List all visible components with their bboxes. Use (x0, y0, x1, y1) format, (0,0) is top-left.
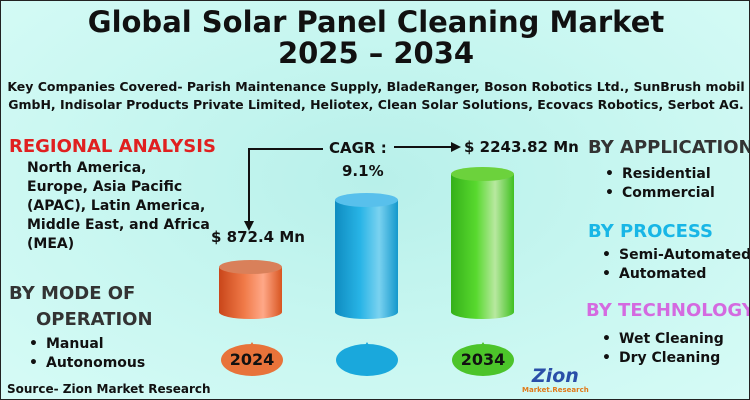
region-line: Middle East, and Africa (27, 217, 210, 233)
regional-list: North America, Europe, Asia Pacific (APA… (27, 159, 210, 254)
source: Source- Zion Market Research (7, 382, 211, 396)
cagr-label: CAGR : (329, 139, 387, 157)
region-line: North America, (27, 160, 147, 176)
mode-heading-1: BY MODE OF (9, 283, 136, 304)
zion-logo: Zion Market.Research (522, 367, 589, 395)
application-item: Commercial (605, 184, 715, 203)
year-bubble-blank (336, 342, 398, 376)
region-line: (MEA) (27, 236, 75, 252)
bar-middle (335, 193, 398, 319)
value-label-2024: $ 872.4 Mn (211, 228, 305, 246)
regional-heading: REGIONAL ANALYSIS (9, 136, 216, 157)
bar-2034 (451, 167, 514, 319)
year-label: 2024 (229, 350, 275, 369)
value-label-2034: $ 2243.82 Mn (464, 138, 579, 156)
title-line-2: 2025 – 2034 (277, 36, 475, 70)
technology-item: Wet Cleaning (602, 330, 724, 349)
mode-item: Autonomous (29, 354, 145, 373)
mode-item: Manual (29, 335, 103, 354)
application-item: Residential (605, 165, 711, 184)
region-line: (APAC), Latin America, (27, 198, 206, 214)
cagr-value: 9.1% (342, 162, 384, 180)
companies-line-2: GmbH, Indisolar Products Private Limited… (8, 97, 744, 112)
title-line-1: Global Solar Panel Cleaning Market (87, 5, 665, 39)
year-label: 2034 (460, 350, 506, 369)
process-item: Automated (602, 265, 706, 284)
process-heading: BY PROCESS (588, 221, 714, 242)
mode-heading-2: OPERATION (36, 309, 153, 330)
logo-sub: Market.Research (522, 386, 589, 394)
technology-item: Dry Cleaning (602, 349, 720, 368)
technology-heading: BY TECHNOLOGY (586, 300, 750, 321)
year-bubble-2024: 2024 (221, 342, 283, 376)
companies-line-1: Key Companies Covered- Parish Maintenanc… (7, 79, 745, 94)
bar-2024 (219, 259, 282, 319)
application-heading: BY APPLICATION (588, 137, 750, 158)
logo-text: Zion (531, 365, 579, 387)
region-line: Europe, Asia Pacific (27, 179, 183, 195)
process-item: Semi-Automated (602, 246, 749, 265)
year-bubble-2034: 2034 (452, 342, 514, 376)
